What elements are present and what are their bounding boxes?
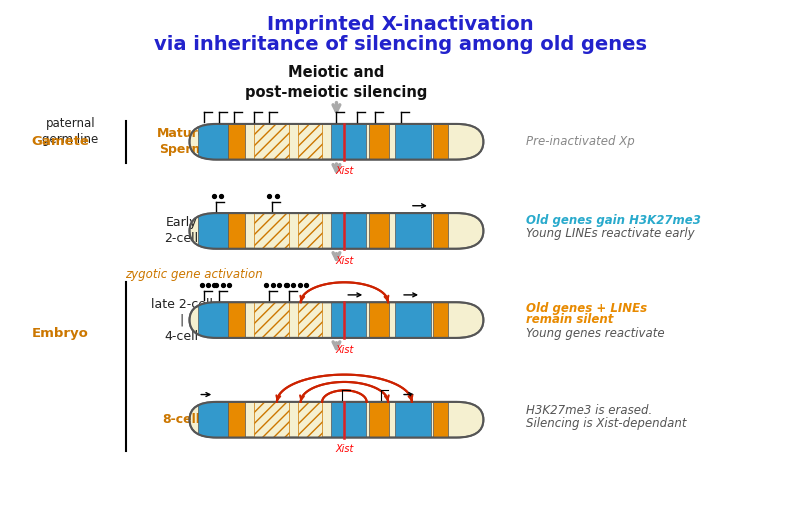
FancyBboxPatch shape — [190, 213, 483, 249]
Text: Silencing is Xist-dependant: Silencing is Xist-dependant — [526, 417, 686, 430]
Bar — [228, 213, 246, 249]
Bar — [228, 402, 246, 438]
Text: Xist: Xist — [335, 166, 354, 176]
Bar — [330, 302, 366, 338]
Bar — [298, 302, 322, 338]
Bar — [434, 302, 448, 338]
Bar — [395, 124, 430, 160]
Bar — [198, 302, 228, 338]
Text: H3K27me3 is erased.: H3K27me3 is erased. — [526, 404, 652, 417]
Text: Xist: Xist — [335, 344, 354, 355]
Bar — [330, 402, 366, 438]
Bar — [254, 124, 290, 160]
Text: Young LINEs reactivate early: Young LINEs reactivate early — [526, 227, 694, 240]
Bar — [434, 402, 448, 438]
Bar — [298, 213, 322, 249]
Bar — [228, 124, 246, 160]
Bar — [298, 402, 322, 438]
Bar — [369, 402, 390, 438]
Text: 8-cell: 8-cell — [162, 413, 201, 426]
Text: Embryo: Embryo — [31, 326, 89, 340]
Text: zygotic gene activation: zygotic gene activation — [125, 268, 262, 281]
Text: Meiotic and
post-meiotic silencing: Meiotic and post-meiotic silencing — [246, 65, 428, 100]
Bar — [330, 213, 366, 249]
Bar — [228, 302, 246, 338]
Bar — [298, 124, 322, 160]
Bar — [198, 124, 228, 160]
Text: via inheritance of silencing among old genes: via inheritance of silencing among old g… — [154, 35, 646, 54]
Text: paternal
germ line: paternal germ line — [42, 117, 98, 146]
Bar — [369, 213, 390, 249]
Bar — [254, 402, 290, 438]
Text: Mature
Sperm: Mature Sperm — [157, 127, 206, 156]
Text: Xist: Xist — [335, 255, 354, 266]
Text: remain silent: remain silent — [526, 313, 613, 326]
Text: Gamete: Gamete — [31, 135, 89, 148]
Text: Imprinted X-inactivation: Imprinted X-inactivation — [266, 15, 534, 34]
Text: Old genes + LINEs: Old genes + LINEs — [526, 302, 646, 314]
Bar — [369, 302, 390, 338]
Text: Old genes gain H3K27me3: Old genes gain H3K27me3 — [526, 215, 700, 227]
Text: Early
2-cell: Early 2-cell — [165, 216, 198, 245]
Bar — [369, 124, 390, 160]
Text: late 2-cell
|
4-cell: late 2-cell | 4-cell — [150, 297, 213, 342]
Bar — [395, 402, 430, 438]
Bar — [254, 213, 290, 249]
FancyBboxPatch shape — [190, 402, 483, 438]
Bar — [330, 124, 366, 160]
Bar — [395, 213, 430, 249]
FancyBboxPatch shape — [190, 302, 483, 338]
Bar — [254, 302, 290, 338]
Bar — [198, 213, 228, 249]
FancyBboxPatch shape — [190, 124, 483, 160]
Bar — [434, 124, 448, 160]
Text: Xist: Xist — [335, 444, 354, 454]
Bar — [198, 402, 228, 438]
Bar — [395, 302, 430, 338]
Bar — [434, 213, 448, 249]
Text: Young genes reactivate: Young genes reactivate — [526, 326, 664, 340]
Text: Pre-inactivated Xp: Pre-inactivated Xp — [526, 135, 634, 148]
